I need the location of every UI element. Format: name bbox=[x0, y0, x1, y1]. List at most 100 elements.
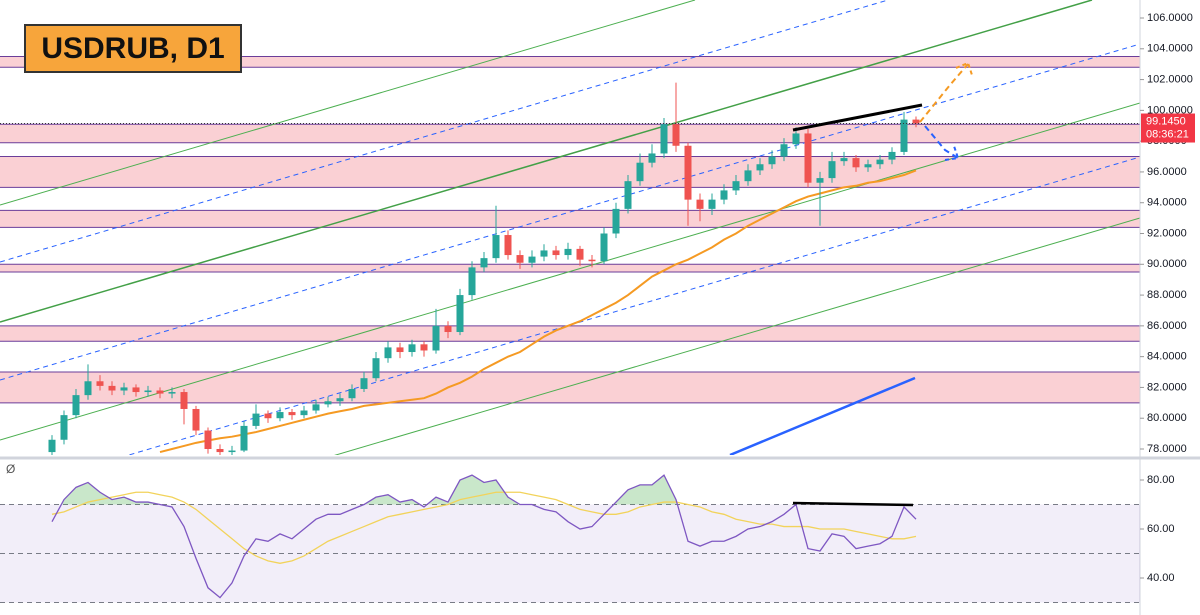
candle-body bbox=[912, 119, 920, 124]
title-background bbox=[24, 24, 242, 73]
candle-body bbox=[504, 235, 512, 256]
candle-body bbox=[420, 344, 428, 351]
candle-body bbox=[696, 199, 704, 209]
candle-body bbox=[396, 347, 404, 353]
zone bbox=[0, 156, 1140, 188]
candle-body bbox=[516, 255, 524, 263]
candle-body bbox=[852, 158, 860, 168]
candle-body bbox=[300, 410, 308, 416]
candle-body bbox=[648, 153, 656, 163]
rsi-ma-line bbox=[51, 491, 917, 564]
candle-body bbox=[348, 388, 356, 399]
candle-body bbox=[744, 170, 752, 182]
candle-body bbox=[84, 381, 92, 396]
moving-average bbox=[159, 169, 917, 454]
y-tick-label: 40.00 bbox=[1147, 572, 1175, 584]
countdown: 08:36:21 bbox=[1146, 128, 1189, 140]
candle-body bbox=[864, 164, 872, 168]
zone bbox=[0, 210, 1140, 228]
last-price-box bbox=[1141, 113, 1195, 143]
candle-body bbox=[264, 413, 272, 419]
candle-body bbox=[444, 325, 452, 333]
y-tick-label: 92.0000 bbox=[1147, 227, 1187, 239]
overbought-fill bbox=[61, 475, 678, 505]
candle-body bbox=[552, 250, 560, 256]
y-tick-label: 96.0000 bbox=[1147, 166, 1187, 178]
zone bbox=[0, 56, 1140, 68]
candle-body bbox=[60, 415, 68, 440]
candle-body bbox=[204, 430, 212, 449]
candle-body bbox=[600, 233, 608, 262]
y-tick-label: 102.0000 bbox=[1147, 73, 1193, 85]
candle-body bbox=[72, 395, 80, 416]
channel-dashed bbox=[0, 43, 1140, 381]
candle-body bbox=[192, 408, 200, 431]
candle-body bbox=[228, 450, 236, 453]
y-tick-label: 104.0000 bbox=[1147, 43, 1193, 55]
candle-body bbox=[168, 392, 176, 394]
candle-body bbox=[804, 133, 812, 183]
y-tick-label: 80.00 bbox=[1147, 474, 1175, 486]
candle-body bbox=[780, 144, 788, 157]
zone bbox=[0, 372, 1140, 403]
candle-body bbox=[624, 181, 632, 209]
channel-drawings bbox=[0, 0, 1140, 455]
candle-body bbox=[468, 267, 476, 296]
candle-body bbox=[372, 358, 380, 379]
candle-body bbox=[96, 381, 104, 386]
zone bbox=[0, 124, 1140, 143]
chart-title: USDRUB, D1 bbox=[41, 32, 224, 65]
candle-body bbox=[528, 256, 536, 263]
channel-line bbox=[0, 0, 696, 206]
candle-body bbox=[132, 387, 140, 393]
candle-body bbox=[240, 425, 248, 451]
candle-body bbox=[480, 258, 488, 268]
y-tick-label: 84.0000 bbox=[1147, 351, 1187, 363]
candle-body bbox=[276, 412, 284, 419]
y-tick-label: 78.0000 bbox=[1147, 443, 1187, 455]
indicator-label: Ø bbox=[6, 462, 15, 476]
candle-body bbox=[108, 385, 116, 391]
candle-body bbox=[588, 259, 596, 262]
candle-body bbox=[708, 199, 716, 209]
channel-line bbox=[334, 217, 1140, 455]
long-trend-line bbox=[729, 376, 916, 455]
candle-body bbox=[48, 439, 56, 453]
y-tick-label: 100.0000 bbox=[1147, 104, 1193, 116]
candle-body bbox=[876, 159, 884, 165]
candle-body bbox=[636, 162, 644, 182]
candle-body bbox=[144, 390, 152, 393]
candle-body bbox=[900, 119, 908, 152]
candle-body bbox=[456, 295, 464, 333]
candle-body bbox=[180, 392, 188, 409]
channel-line bbox=[0, 102, 1140, 441]
candle-body bbox=[840, 158, 848, 162]
candle-body bbox=[120, 387, 128, 391]
divergence-line bbox=[792, 103, 923, 132]
candle-body bbox=[672, 124, 680, 146]
candle-body bbox=[828, 161, 836, 179]
candle-body bbox=[432, 325, 440, 351]
candle-body bbox=[324, 401, 332, 405]
zone bbox=[0, 264, 1140, 272]
arrow-head bbox=[955, 61, 973, 76]
zones bbox=[0, 55, 1140, 404]
candle-body bbox=[336, 398, 344, 402]
candle-body bbox=[384, 347, 392, 359]
candle-body bbox=[888, 151, 896, 160]
rsi-line bbox=[51, 474, 917, 599]
candle-body bbox=[792, 133, 800, 145]
y-tick-label: 94.0000 bbox=[1147, 197, 1187, 209]
last-price-label: 99.1450 bbox=[1146, 115, 1186, 127]
y-tick-label: 86.0000 bbox=[1147, 320, 1187, 332]
rsi-plot bbox=[0, 474, 1140, 604]
candle-body bbox=[816, 178, 824, 183]
candle-body bbox=[564, 248, 572, 256]
candle-body bbox=[684, 145, 692, 200]
zone bbox=[0, 325, 1140, 342]
candle-body bbox=[288, 412, 296, 416]
candle-body bbox=[492, 235, 500, 259]
title-box: USDRUB, D1 bbox=[24, 24, 242, 73]
y-tick-label: 90.0000 bbox=[1147, 258, 1187, 270]
